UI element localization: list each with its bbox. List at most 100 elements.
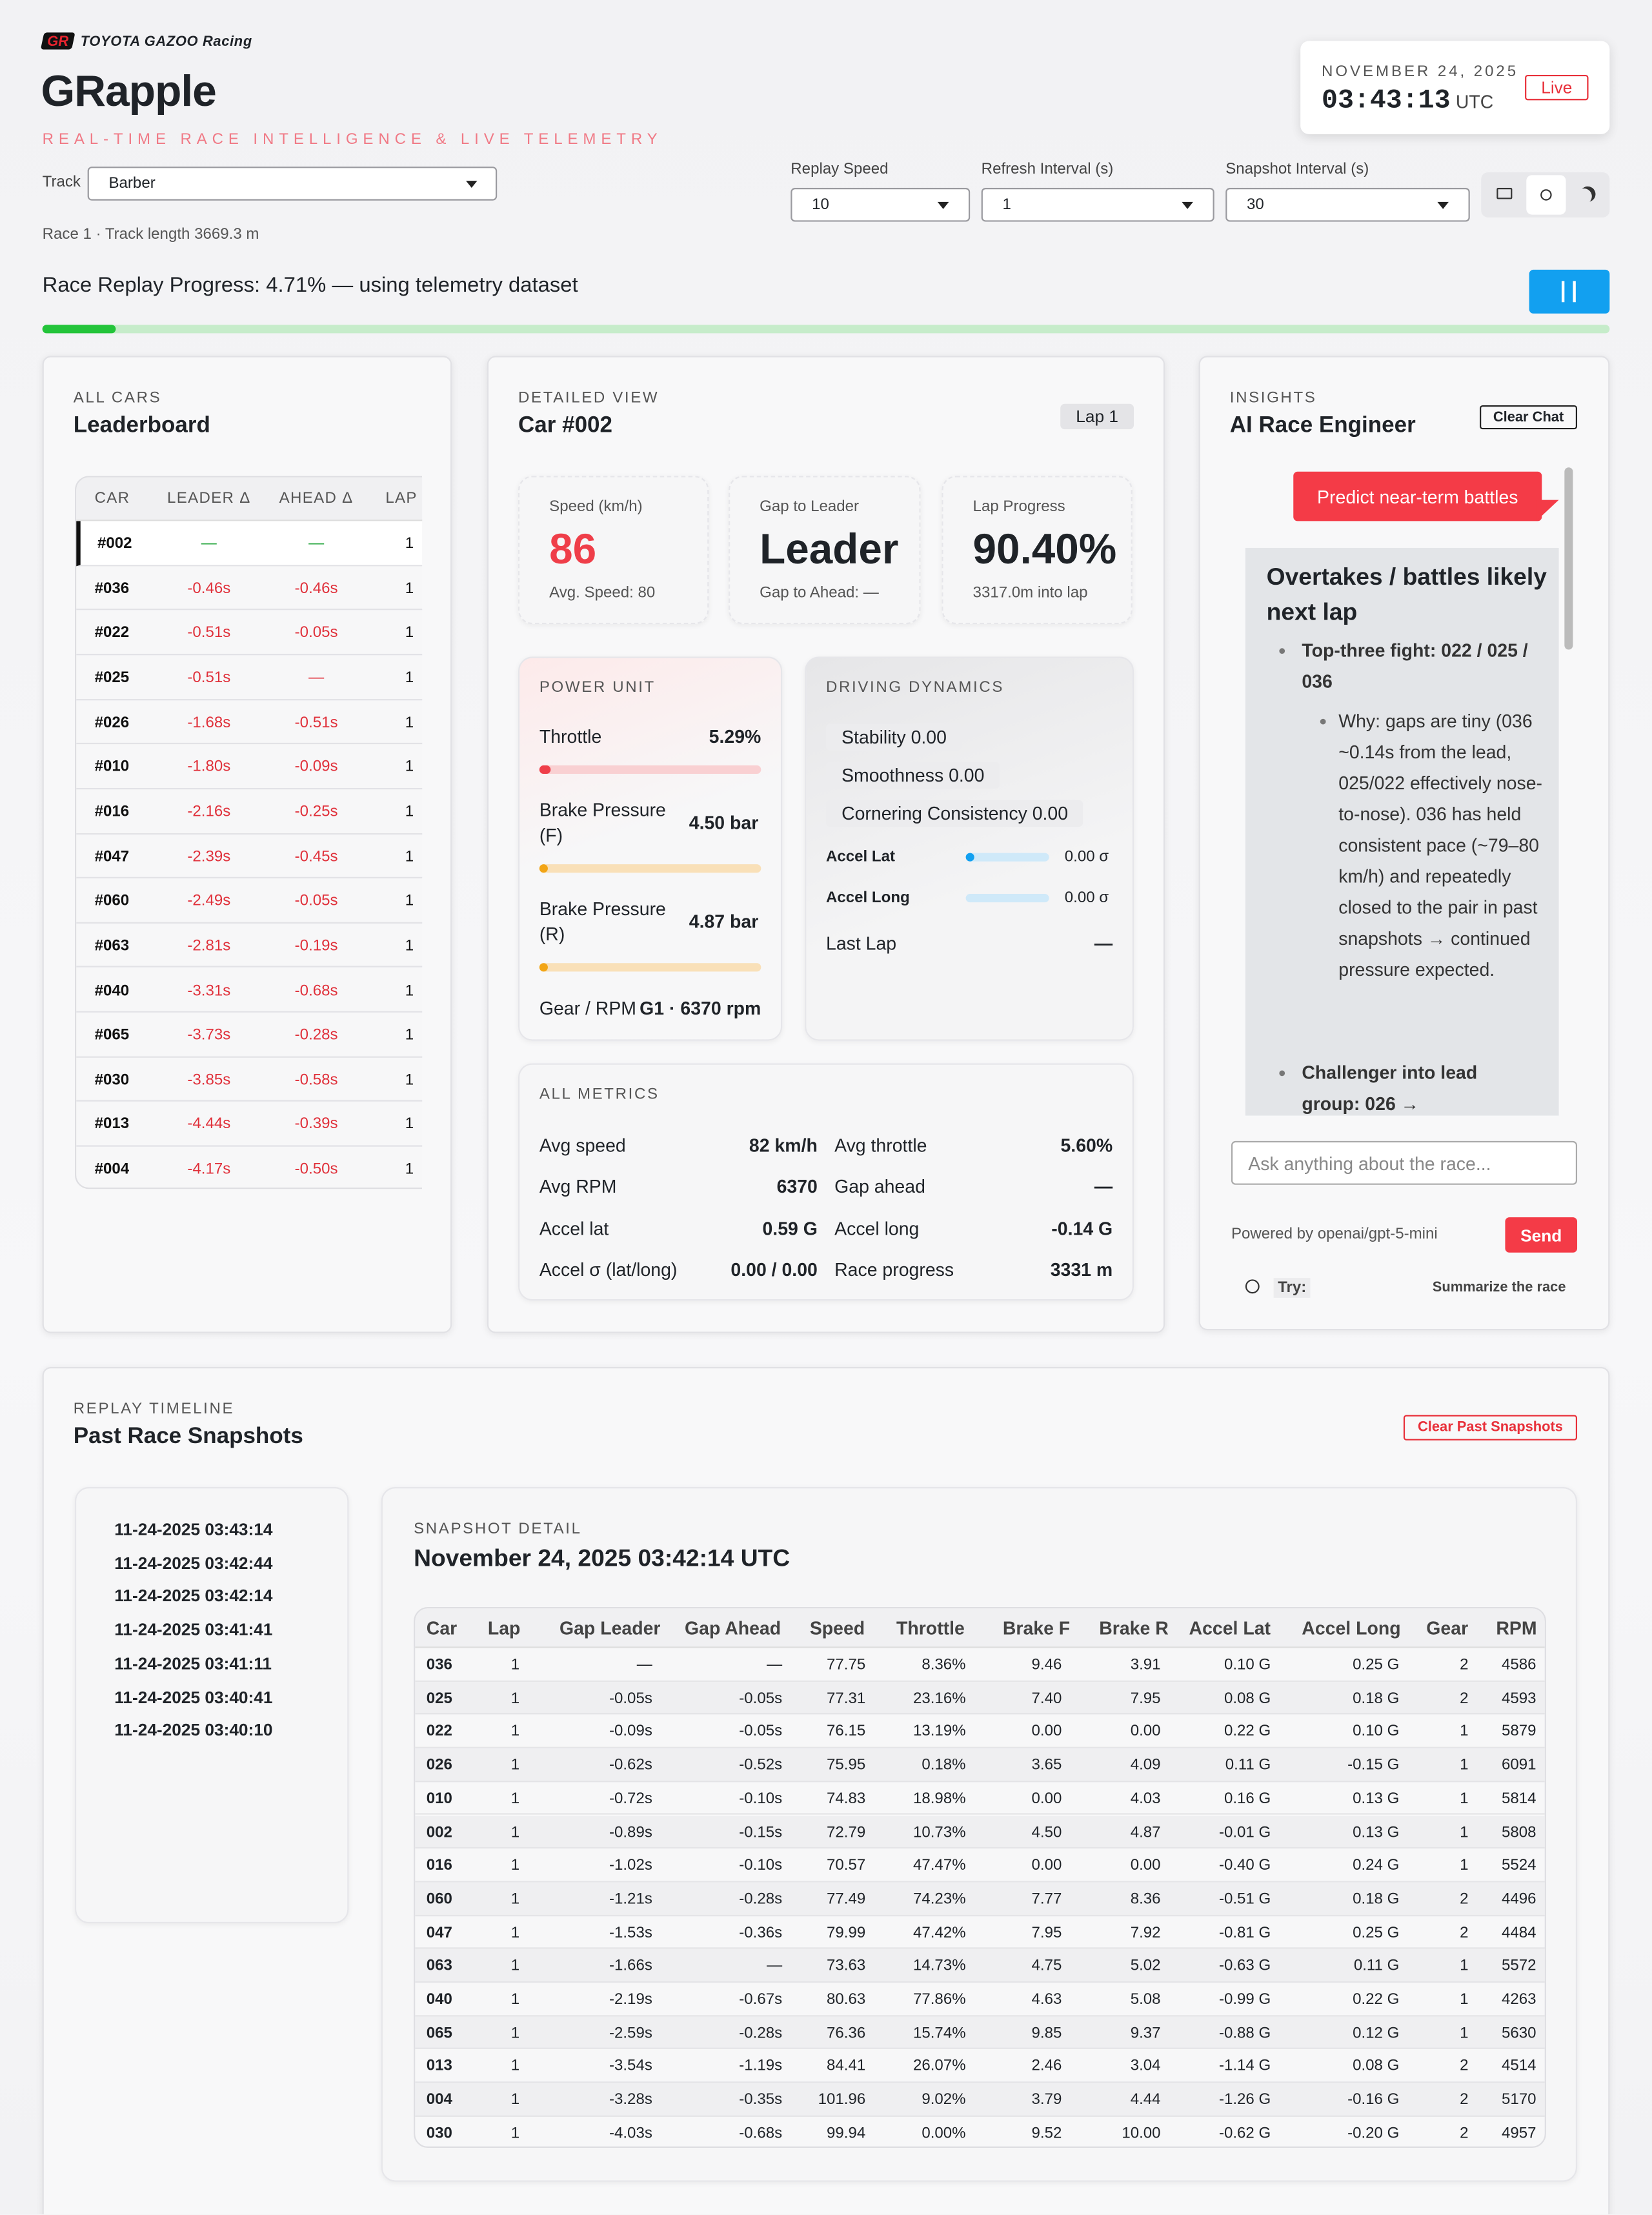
snapshot-cell: 4496 (1502, 1890, 1536, 1908)
live-badge (1525, 74, 1589, 101)
chat-placeholder: Ask anything about the race... (1248, 1153, 1491, 1175)
leaderboard-cell: -0.58s (294, 1071, 338, 1089)
leaderboard-row[interactable] (76, 745, 423, 789)
snapshot-item[interactable]: 11-24-2025 03:42:44 (114, 1553, 273, 1573)
snapshot-list (74, 1486, 349, 1924)
card-label: INSIGHTS (1229, 389, 1317, 407)
snapshot-item[interactable]: 11-24-2025 03:42:14 (114, 1586, 273, 1606)
leaderboard-row[interactable] (76, 700, 423, 745)
leaderboard-row[interactable] (76, 566, 423, 611)
suggestion-chip[interactable]: Summarize the race (1432, 1280, 1566, 1296)
leaderboard-cell: #036 (94, 580, 130, 597)
snapshot-row (415, 1983, 1545, 2016)
snapshot-cell: 1 (510, 1690, 520, 1707)
snapshot-cell: 7.40 (1031, 1690, 1062, 1707)
send-button[interactable] (1505, 1217, 1578, 1253)
clear-chat-button[interactable] (1480, 405, 1578, 430)
leaderboard-row[interactable] (76, 611, 423, 656)
snapshot-item[interactable]: 11-24-2025 03:40:41 (114, 1686, 273, 1707)
bullet (1279, 1070, 1285, 1077)
leaderboard-cell: — (308, 669, 325, 687)
snapshot-cell: -1.26 G (1218, 2091, 1271, 2109)
leaderboard-cell: 1 (405, 1027, 414, 1044)
pause-bar (1561, 281, 1564, 303)
theme-system[interactable] (1496, 188, 1513, 199)
snapshot-cell: 1 (510, 1790, 520, 1808)
snapshot-select[interactable] (1225, 188, 1470, 222)
leaderboard-row[interactable] (76, 521, 423, 566)
metric-label: Accel lat (539, 1217, 609, 1239)
snapshot-cell: -0.05s (739, 1690, 783, 1707)
snapshot-cell: -0.10s (739, 1790, 783, 1808)
snapshot-cell: 026 (426, 1757, 452, 1774)
snapshot-cell: -1.66s (609, 1957, 652, 1975)
refresh-select[interactable] (981, 188, 1214, 222)
leaderboard-cell: 1 (405, 624, 414, 642)
snapshot-cell: 2 (1460, 1924, 1469, 1941)
leaderboard-row[interactable] (76, 789, 423, 834)
track-select[interactable] (87, 167, 498, 201)
stat-card (518, 476, 709, 625)
leaderboard-cell: 1 (405, 580, 414, 597)
leaderboard-cell: -3.85s (187, 1071, 231, 1089)
try-label: Try: (1273, 1278, 1311, 1298)
metric-value: 3331 m (1050, 1259, 1113, 1280)
leaderboard-cell: -0.28s (294, 1027, 338, 1044)
leaderboard-cell: -0.51s (187, 669, 231, 687)
sub-bullet (1320, 718, 1326, 725)
accel-value: 0.00 σ (1064, 889, 1109, 907)
snapshot-row (415, 1815, 1545, 1849)
stat-value: Leader (760, 527, 899, 574)
snapshot-cell: 030 (426, 2125, 452, 2142)
snapshot-cell: 040 (426, 1991, 452, 2008)
leaderboard-row[interactable] (76, 834, 423, 879)
snapshot-cell: 1 (510, 1924, 520, 1941)
snapshot-cell: -0.15s (739, 1823, 783, 1841)
snapshot-cell: 9.46 (1031, 1656, 1062, 1674)
leaderboard-row[interactable] (76, 1013, 423, 1058)
snapshot-cell: 0.00% (922, 2125, 966, 2142)
snapshot-cell: 1 (1460, 1857, 1469, 1874)
snapshot-item[interactable]: 11-24-2025 03:43:14 (114, 1519, 273, 1539)
snapshot-item[interactable]: 11-24-2025 03:41:11 (114, 1653, 272, 1674)
snapshot-item[interactable]: 11-24-2025 03:41:41 (114, 1619, 273, 1640)
snapshot-row (415, 1882, 1545, 1916)
leaderboard-cell: #004 (94, 1160, 130, 1178)
snapshot-cell: -0.09s (609, 1723, 652, 1741)
chat-input[interactable] (1231, 1140, 1578, 1185)
power-unit-panel (518, 656, 783, 1041)
stat-sub: 3317.0m into lap (972, 584, 1088, 602)
snapshot-cell: 4.87 (1130, 1823, 1161, 1841)
snapshot-cell: 1 (510, 2058, 520, 2076)
leaderboard-row[interactable] (76, 655, 423, 700)
bullet-detail: Why: gaps are tiny (036 ~0.14s from the … (1338, 710, 1543, 980)
leaderboard-row[interactable] (76, 1057, 423, 1102)
snapshot-cell: 2 (1460, 1890, 1469, 1908)
leaderboard-cell: -0.05s (294, 893, 338, 910)
pause-button[interactable] (1529, 269, 1610, 314)
last-lap-value: — (1094, 933, 1113, 955)
snapshot-cell: 0.11 G (1225, 1757, 1271, 1774)
snapshot-cell: 76.36 (827, 2024, 866, 2042)
metric-value: 82 km/h (749, 1135, 818, 1156)
clear-snapshots-button[interactable] (1403, 1415, 1578, 1441)
leaderboard-row[interactable] (76, 924, 423, 968)
leaderboard-cell: 1 (405, 714, 414, 731)
snapshot-cell: 1 (510, 1857, 520, 1874)
leaderboard-row[interactable] (76, 878, 423, 924)
snapshot-cell: 5814 (1502, 1790, 1536, 1808)
leaderboard-cell: -0.19s (294, 937, 338, 955)
snapshot-cell: 70.57 (827, 1857, 866, 1874)
snapshot-cell: 1 (510, 1757, 520, 1774)
snapshot-cell: 5879 (1502, 1723, 1536, 1741)
snapshot-item[interactable]: 11-24-2025 03:40:10 (114, 1720, 273, 1741)
metric-value: 0.00 / 0.00 (730, 1259, 818, 1280)
leaderboard-row[interactable] (76, 968, 423, 1013)
leaderboard-cell: -3.73s (187, 1027, 231, 1044)
leaderboard-row[interactable] (76, 1102, 423, 1147)
snapshot-cell: -0.89s (609, 1823, 652, 1841)
metric-label: Avg speed (539, 1135, 626, 1156)
snapshot-cell: 2 (1460, 1656, 1469, 1674)
snapshot-cell: 010 (426, 1790, 452, 1808)
snapshot-row (415, 1748, 1545, 1782)
